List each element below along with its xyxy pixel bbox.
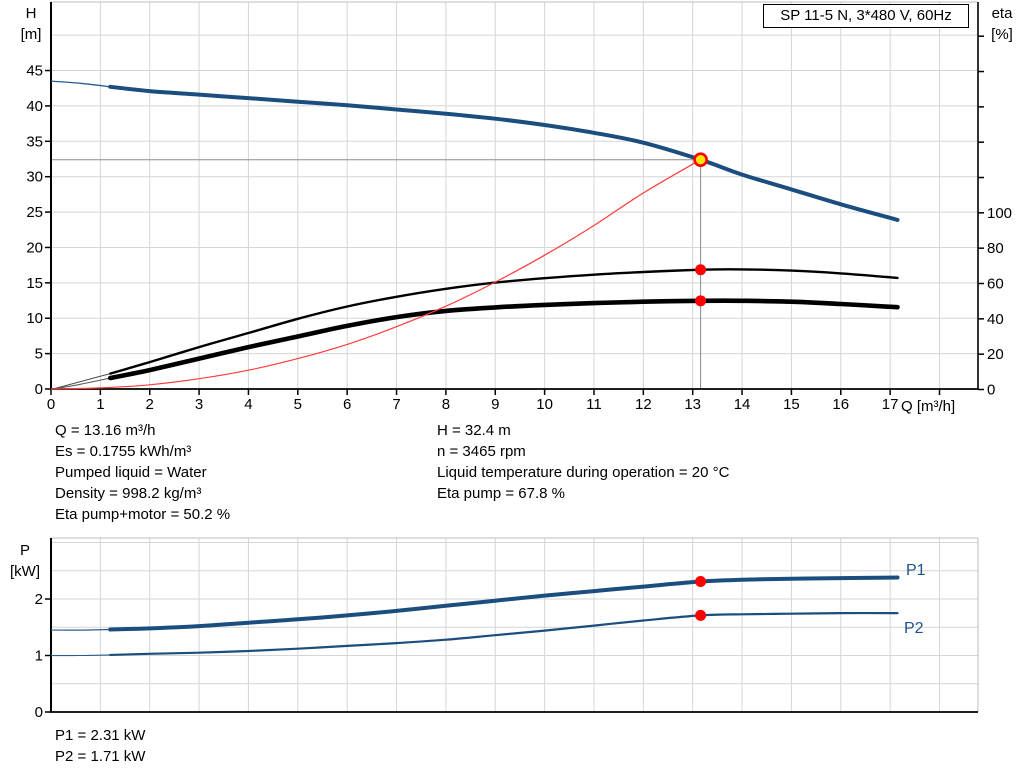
h-axis-label-symbol: H bbox=[25, 5, 37, 22]
svg-text:80: 80 bbox=[987, 240, 1004, 257]
power-chart-tick-labels: 0 1 2 bbox=[35, 591, 43, 721]
svg-text:0: 0 bbox=[987, 382, 995, 399]
svg-text:6: 6 bbox=[343, 396, 351, 413]
P1-main bbox=[108, 575, 900, 632]
svg-text:10: 10 bbox=[26, 310, 43, 327]
svg-text:0: 0 bbox=[47, 396, 55, 413]
duty-marker-dot bbox=[695, 295, 707, 307]
svg-text:15: 15 bbox=[26, 275, 43, 292]
eta-axis-label: eta [%] bbox=[982, 3, 1022, 45]
stat-p2: P2 = 1.71 kW bbox=[55, 748, 146, 765]
svg-text:20: 20 bbox=[26, 239, 43, 256]
svg-text:7: 7 bbox=[392, 396, 400, 413]
hq-eta-chart-ticks bbox=[45, 35, 984, 395]
eta-axis-label-unit: [%] bbox=[991, 26, 1013, 43]
head-curve-thin bbox=[50, 80, 111, 88]
q-axis-label: Q [m³/h] bbox=[901, 398, 956, 415]
pump-model-box: SP 11-5 N, 3*480 V, 60Hz bbox=[763, 4, 969, 28]
stat-density: Density = 998.2 kg/m³ bbox=[55, 485, 202, 502]
duty-marker-dot bbox=[695, 609, 707, 621]
eta-pump-curve bbox=[50, 268, 899, 390]
P1-thin bbox=[50, 628, 111, 631]
stats-left-column: Q = 13.16 m³/h Es = 0.1755 kWh/m³ Pumped… bbox=[55, 420, 230, 525]
stat-specific-energy: Es = 0.1755 kWh/m³ bbox=[55, 443, 192, 460]
svg-text:16: 16 bbox=[832, 396, 849, 413]
p1-curve-label: P1 bbox=[906, 562, 926, 579]
duty-point bbox=[693, 152, 708, 168]
svg-text:0: 0 bbox=[35, 381, 43, 398]
svg-text:10: 10 bbox=[536, 396, 553, 413]
svg-text:30: 30 bbox=[26, 169, 43, 186]
svg-text:0: 0 bbox=[35, 704, 43, 721]
h-axis-label-unit: [m] bbox=[20, 26, 42, 43]
eta-pump-motor-curve-main bbox=[107, 298, 900, 381]
svg-text:35: 35 bbox=[26, 133, 43, 150]
p-axis-label-unit: [kW] bbox=[10, 563, 40, 580]
hq-eta-chart-tick-labels: 0 1 2 3 4 5 6 7 8 9 10 11 12 13 14 15 16 1705101520253035… bbox=[26, 63, 1012, 413]
svg-text:1: 1 bbox=[35, 648, 43, 665]
power-chart-ticks bbox=[45, 598, 51, 713]
svg-text:15: 15 bbox=[783, 396, 800, 413]
power-chart-frame bbox=[50, 537, 979, 713]
system-curve bbox=[50, 159, 701, 390]
svg-text:25: 25 bbox=[26, 204, 43, 221]
svg-text:2: 2 bbox=[35, 591, 43, 608]
system-curve-main bbox=[50, 159, 701, 390]
stat-eta-pump-motor: Eta pump+motor = 50.2 % bbox=[55, 506, 231, 523]
stat-flow: Q = 13.16 m³/h bbox=[55, 422, 156, 439]
p-axis-label-symbol: P bbox=[19, 542, 30, 559]
eta-axis-label-symbol: eta bbox=[991, 5, 1013, 22]
hq-eta-chart-gridlines bbox=[51, 2, 978, 389]
svg-text:13: 13 bbox=[684, 396, 701, 413]
svg-text:9: 9 bbox=[491, 396, 499, 413]
svg-text:40: 40 bbox=[26, 98, 43, 115]
head-curve bbox=[50, 80, 900, 222]
svg-text:5: 5 bbox=[294, 396, 302, 413]
duty-marker-dot bbox=[695, 575, 707, 587]
svg-text:40: 40 bbox=[987, 311, 1004, 328]
stat-speed: n = 3465 rpm bbox=[437, 443, 526, 460]
svg-text:5: 5 bbox=[35, 346, 43, 363]
stat-p1: P1 = 2.31 kW bbox=[55, 727, 146, 744]
eta-pump-curve-main bbox=[109, 268, 899, 375]
svg-text:45: 45 bbox=[26, 63, 43, 80]
power-chart: 0 1 2 bbox=[35, 537, 979, 721]
P2-main bbox=[109, 611, 899, 657]
svg-text:2: 2 bbox=[146, 396, 154, 413]
p2-curve-label: P2 bbox=[904, 620, 924, 637]
hq-eta-chart: 0 1 2 3 4 5 6 7 8 9 10 11 12 13 14 15 16 1705101520253035… bbox=[26, 1, 1012, 413]
stats-power-column: P1 = 2.31 kW P2 = 1.71 kW bbox=[55, 725, 145, 767]
stat-head: H = 32.4 m bbox=[437, 422, 511, 439]
svg-text:17: 17 bbox=[882, 396, 899, 413]
stat-pumped-liquid: Pumped liquid = Water bbox=[55, 464, 207, 481]
P1 bbox=[50, 575, 900, 632]
stat-liquid-temperature: Liquid temperature during operation = 20… bbox=[437, 464, 730, 481]
head-curve-main bbox=[108, 84, 900, 222]
P2 bbox=[50, 611, 899, 657]
svg-text:4: 4 bbox=[244, 396, 252, 413]
svg-text:8: 8 bbox=[442, 396, 450, 413]
stats-right-column: H = 32.4 m n = 3465 rpm Liquid temperatu… bbox=[437, 420, 729, 504]
svg-text:3: 3 bbox=[195, 396, 203, 413]
svg-text:60: 60 bbox=[987, 276, 1004, 293]
svg-text:14: 14 bbox=[734, 396, 751, 413]
svg-text:1: 1 bbox=[96, 396, 104, 413]
svg-text:20: 20 bbox=[987, 346, 1004, 363]
svg-text:11: 11 bbox=[586, 396, 602, 413]
eta-pump-motor-curve bbox=[50, 298, 900, 390]
p-axis-label: P [kW] bbox=[6, 540, 44, 582]
svg-text:100: 100 bbox=[987, 205, 1012, 222]
eta-pump-curve-thin bbox=[50, 373, 111, 390]
svg-text:12: 12 bbox=[635, 396, 652, 413]
hq-eta-chart-frame bbox=[50, 1, 979, 390]
duty-marker-dot bbox=[695, 264, 707, 276]
stat-eta-pump: Eta pump = 67.8 % bbox=[437, 485, 565, 502]
P2-thin bbox=[50, 654, 111, 657]
h-axis-label: H [m] bbox=[14, 3, 48, 45]
